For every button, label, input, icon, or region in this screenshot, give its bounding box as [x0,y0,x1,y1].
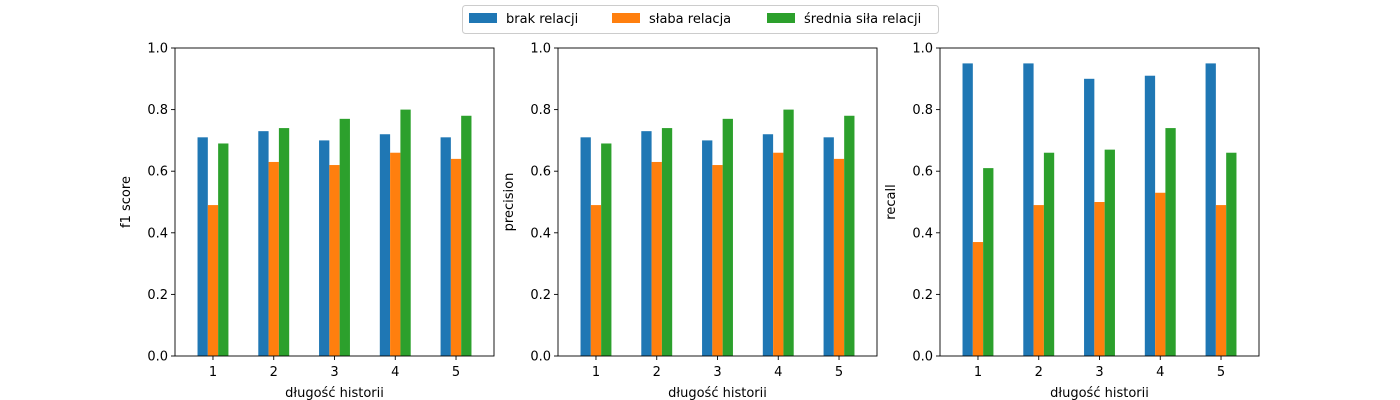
bar-1-3 [1084,78,1095,357]
x-tick-label: 2 [653,365,661,380]
bar-1-1 [580,137,591,356]
bar-3-3 [722,118,733,356]
bar-2-5 [833,158,845,356]
y-axis-label: f1 score [119,176,134,228]
bar-3-5 [844,115,855,356]
bar-2-2 [268,161,279,356]
bar-2-3 [1094,202,1105,356]
y-tick-label: 0.6 [530,165,551,180]
bar-2-1 [972,242,984,356]
bar-1-4 [1144,75,1156,356]
bar-3-4 [1165,128,1176,356]
subplot-2: 0.0 0.2 0.4 0.6 0.8 1.0 1 2 3 4 5 długość historii p… [502,42,878,400]
x-tick-label: 4 [774,365,782,380]
x-axis-label: długość historii [668,386,767,400]
y-tick-label: 0.8 [147,103,168,118]
bar-3-2 [278,128,290,356]
legend-swatch-1 [469,13,497,23]
bar-3-1 [601,143,612,356]
y-tick-label: 0.4 [147,226,168,241]
y-tick-label: 0.2 [912,288,933,303]
y-tick-label: 0.2 [530,288,551,303]
bar-1-1 [197,137,208,356]
subplot-1: 0.0 0.2 0.4 0.6 0.8 1.0 1 2 3 4 5 długość historii f… [119,42,495,400]
bar-1-5 [823,137,834,356]
x-axis-label: długość historii [1050,386,1149,400]
bar-3-1 [983,168,994,356]
subplot-3: 0.0 0.2 0.4 0.6 0.8 1.0 1 2 3 4 5 długość historii r… [884,42,1260,400]
bar-1-5 [440,137,451,356]
bar-3-3 [1104,149,1115,356]
y-tick-label: 0.2 [147,288,168,303]
subplots: 0.0 0.2 0.4 0.6 0.8 1.0 1 2 3 4 5 długość historii f… [119,42,1260,400]
y-tick-label: 0.6 [912,165,933,180]
x-tick-label: 1 [209,365,217,380]
x-tick-label: 5 [452,365,460,380]
bar-1-2 [1023,63,1034,357]
bar-2-2 [651,161,662,356]
y-axis-label: precision [502,173,517,232]
legend-label-1: brak relacji [506,12,578,27]
bar-3-2 [1043,152,1055,356]
x-tick-label: 5 [835,365,843,380]
y-tick-label: 0.0 [530,350,551,365]
bar-2-4 [390,152,401,356]
y-tick-label: 1.0 [530,42,551,57]
legend-label-3: średnia siła relacji [804,12,921,27]
bar-2-5 [1215,205,1227,356]
bar-2-3 [329,165,340,356]
x-tick-label: 4 [1156,365,1164,380]
bar-2-3 [712,165,723,356]
bar-1-3 [319,140,330,356]
bar-3-1 [218,143,229,356]
bar-3-3 [339,118,350,356]
legend-label-2: słaba relacja [649,12,731,27]
y-tick-label: 0.0 [147,350,168,365]
bar-3-5 [461,115,472,356]
x-tick-label: 3 [330,365,338,380]
x-axis-label: długość historii [285,386,384,400]
x-tick-label: 2 [270,365,278,380]
x-tick-label: 1 [974,365,982,380]
bar-2-1 [207,205,219,356]
bar-1-2 [258,131,269,356]
bar-1-1 [962,63,973,357]
y-tick-label: 0.4 [530,226,551,241]
bar-2-5 [450,158,462,356]
bar-1-3 [702,140,713,356]
legend: brak relacji słaba relacja średnia siła re… [462,5,939,34]
legend-swatch-2 [612,13,640,23]
legend-swatch-3 [767,13,795,23]
bar-3-4 [783,109,794,356]
bar-2-4 [773,152,784,356]
y-tick-label: 0.8 [530,103,551,118]
y-tick-label: 0.8 [912,103,933,118]
y-tick-label: 1.0 [147,42,168,57]
bar-1-4 [762,134,774,356]
y-tick-label: 0.4 [912,226,933,241]
bar-2-2 [1033,205,1044,356]
y-tick-label: 0.6 [147,165,168,180]
x-tick-label: 4 [391,365,399,380]
x-tick-label: 5 [1217,365,1225,380]
y-tick-label: 0.0 [912,350,933,365]
x-tick-label: 1 [592,365,600,380]
x-tick-label: 3 [713,365,721,380]
y-axis-label: recall [884,184,899,219]
y-tick-label: 1.0 [912,42,933,57]
bar-2-1 [590,205,602,356]
legend-frame [462,5,939,34]
bar-3-4 [400,109,411,356]
bar-1-5 [1205,63,1216,357]
bar-2-4 [1155,192,1166,356]
bar-3-5 [1226,152,1237,356]
bar-1-2 [641,131,652,356]
x-tick-label: 3 [1095,365,1103,380]
x-tick-label: 2 [1035,365,1043,380]
bar-1-4 [379,134,391,356]
bar-3-2 [661,128,673,356]
